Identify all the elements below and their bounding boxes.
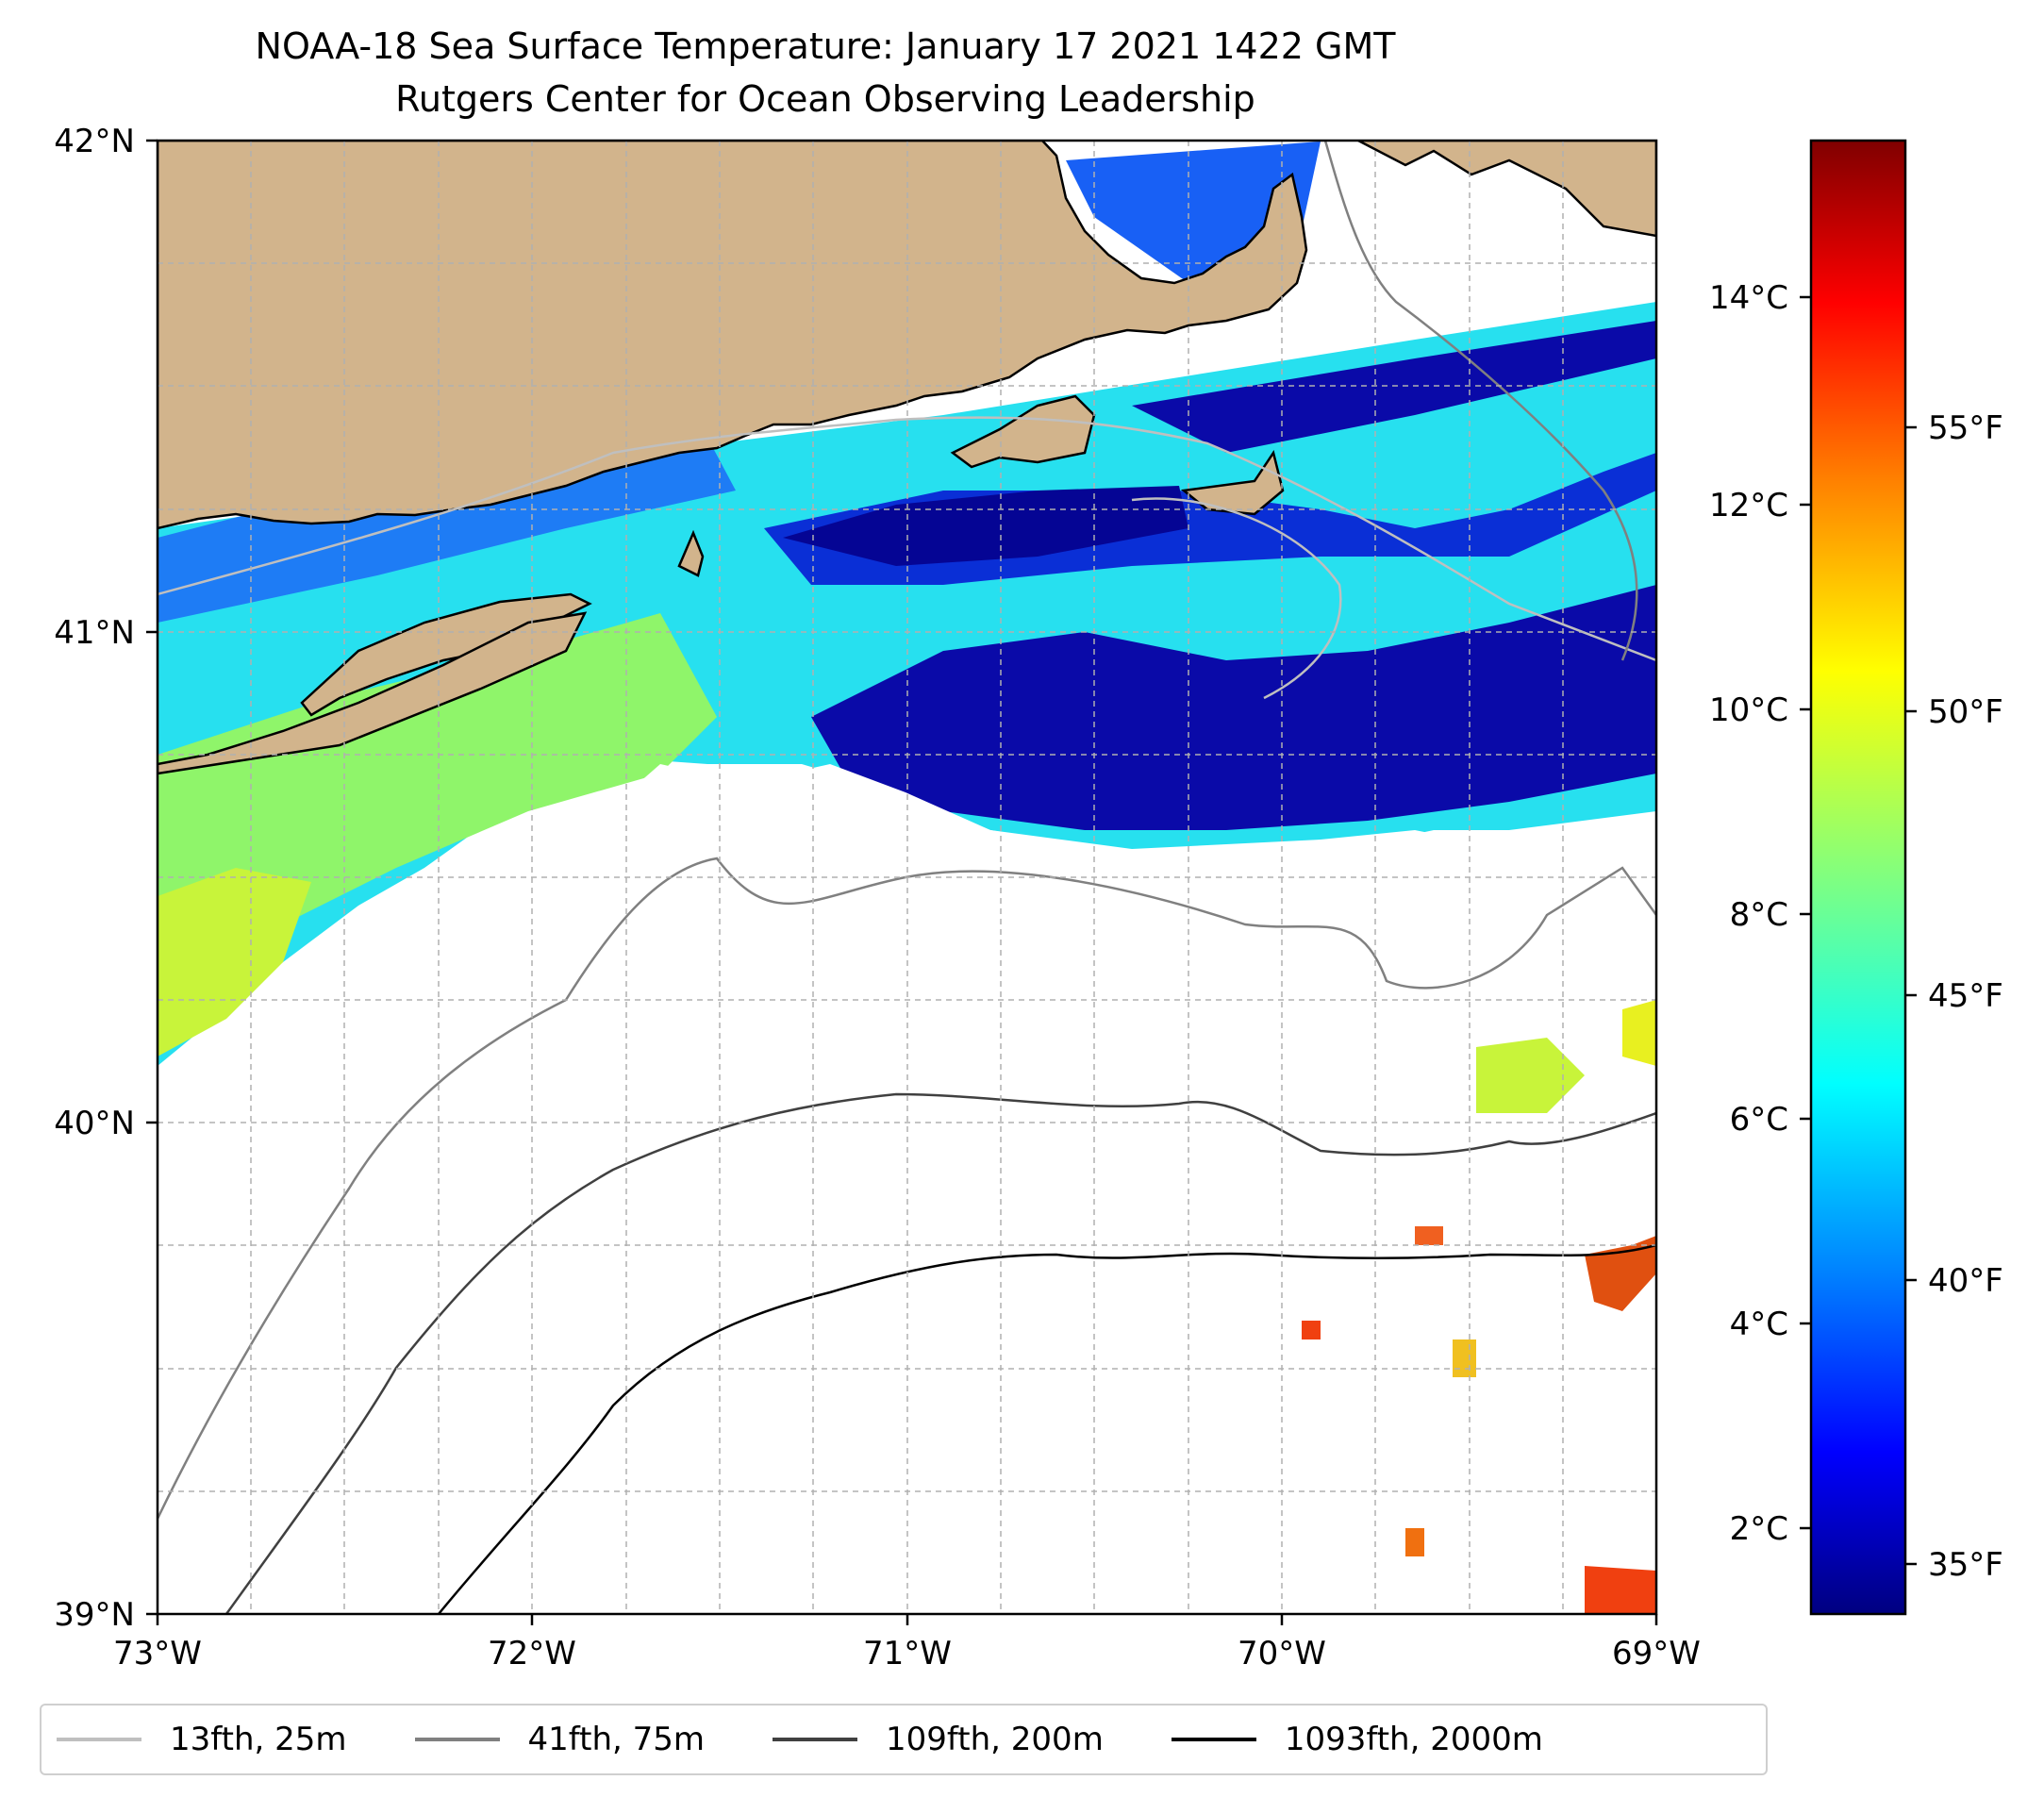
colorbar-gradient	[1809, 139, 1907, 1616]
legend-item-200m: 109fth, 200m	[773, 1721, 1104, 1758]
colorbar-celsius-label: 4°C	[1730, 1306, 1788, 1343]
celsius-labels: 14°C 12°C 10°C 8°C 6°C 4°C 2°C	[1709, 279, 1788, 1548]
lon-label: 73°W	[113, 1635, 202, 1672]
colorbar-fahrenheit-label: 55°F	[1928, 409, 2003, 447]
legend-line-icon	[57, 1738, 141, 1741]
colorbar-fahrenheit-label: 45°F	[1928, 977, 2003, 1015]
lon-labels: 73°W 72°W 71°W 70°W 69°W	[113, 1635, 1701, 1672]
colorbar-fahrenheit-label: 40°F	[1928, 1262, 2003, 1300]
lat-label: 39°N	[54, 1596, 135, 1634]
lat-labels: 42°N 41°N 40°N 39°N	[54, 123, 135, 1634]
map-title: NOAA-18 Sea Surface Temperature: January…	[255, 25, 1396, 67]
gridlines	[158, 141, 1656, 1614]
legend-line-icon	[773, 1738, 858, 1741]
legend-label: 1093fth, 2000m	[1284, 1721, 1543, 1758]
legend-label: 41fth, 75m	[527, 1721, 706, 1758]
legend-label: 13fth, 25m	[170, 1721, 347, 1758]
axis-ticks	[146, 139, 1658, 1625]
contour-25m-shelf	[1131, 497, 1342, 700]
colorbar-celsius-label: 8°C	[1730, 896, 1788, 934]
legend-line-icon	[1171, 1738, 1256, 1741]
colorbar-fahrenheit-label: 50°F	[1928, 693, 2003, 731]
land	[158, 141, 1656, 775]
legend-label: 109fth, 200m	[886, 1721, 1104, 1758]
legend-item-25m: 13fth, 25m	[57, 1721, 347, 1758]
colorbar-celsius-label: 14°C	[1709, 279, 1788, 317]
legend-item-2000m: 1093fth, 2000m	[1171, 1721, 1543, 1758]
lon-label: 70°W	[1238, 1635, 1326, 1672]
map-area	[158, 141, 1656, 1614]
lon-label: 71°W	[863, 1635, 952, 1672]
colorbar-celsius-label: 12°C	[1709, 487, 1788, 524]
lat-label: 40°N	[54, 1105, 135, 1142]
lat-label: 41°N	[54, 614, 135, 652]
contour-25m	[158, 416, 1656, 662]
contour-2000m	[438, 1243, 1656, 1614]
lon-label: 69°W	[1612, 1635, 1701, 1672]
colorbar-celsius-label: 10°C	[1709, 691, 1788, 729]
colorbar-celsius-label: 6°C	[1730, 1101, 1788, 1139]
contour-75m-north	[1323, 141, 1638, 661]
contour-legend: 13fth, 25m 41fth, 75m 109fth, 200m 1093f…	[40, 1704, 1768, 1775]
colorbar-celsius-label: 2°C	[1730, 1510, 1788, 1548]
colorbar-fahrenheit-label: 35°F	[1928, 1546, 2003, 1584]
map-subtitle: Rutgers Center for Ocean Observing Leade…	[395, 78, 1255, 120]
contour-200m	[224, 1092, 1656, 1614]
lat-label: 42°N	[54, 123, 135, 160]
legend-item-75m: 41fth, 75m	[414, 1721, 706, 1758]
contour-75m	[158, 857, 1656, 1520]
fahrenheit-labels: 55°F 50°F 45°F 40°F 35°F	[1928, 409, 2003, 1584]
lon-label: 72°W	[488, 1635, 576, 1672]
colorbar: 14°C 12°C 10°C 8°C 6°C 4°C 2°C 55°F 50°F…	[1709, 139, 2003, 1616]
legend-line-icon	[414, 1738, 500, 1741]
bathymetry-contours	[158, 141, 1656, 1614]
